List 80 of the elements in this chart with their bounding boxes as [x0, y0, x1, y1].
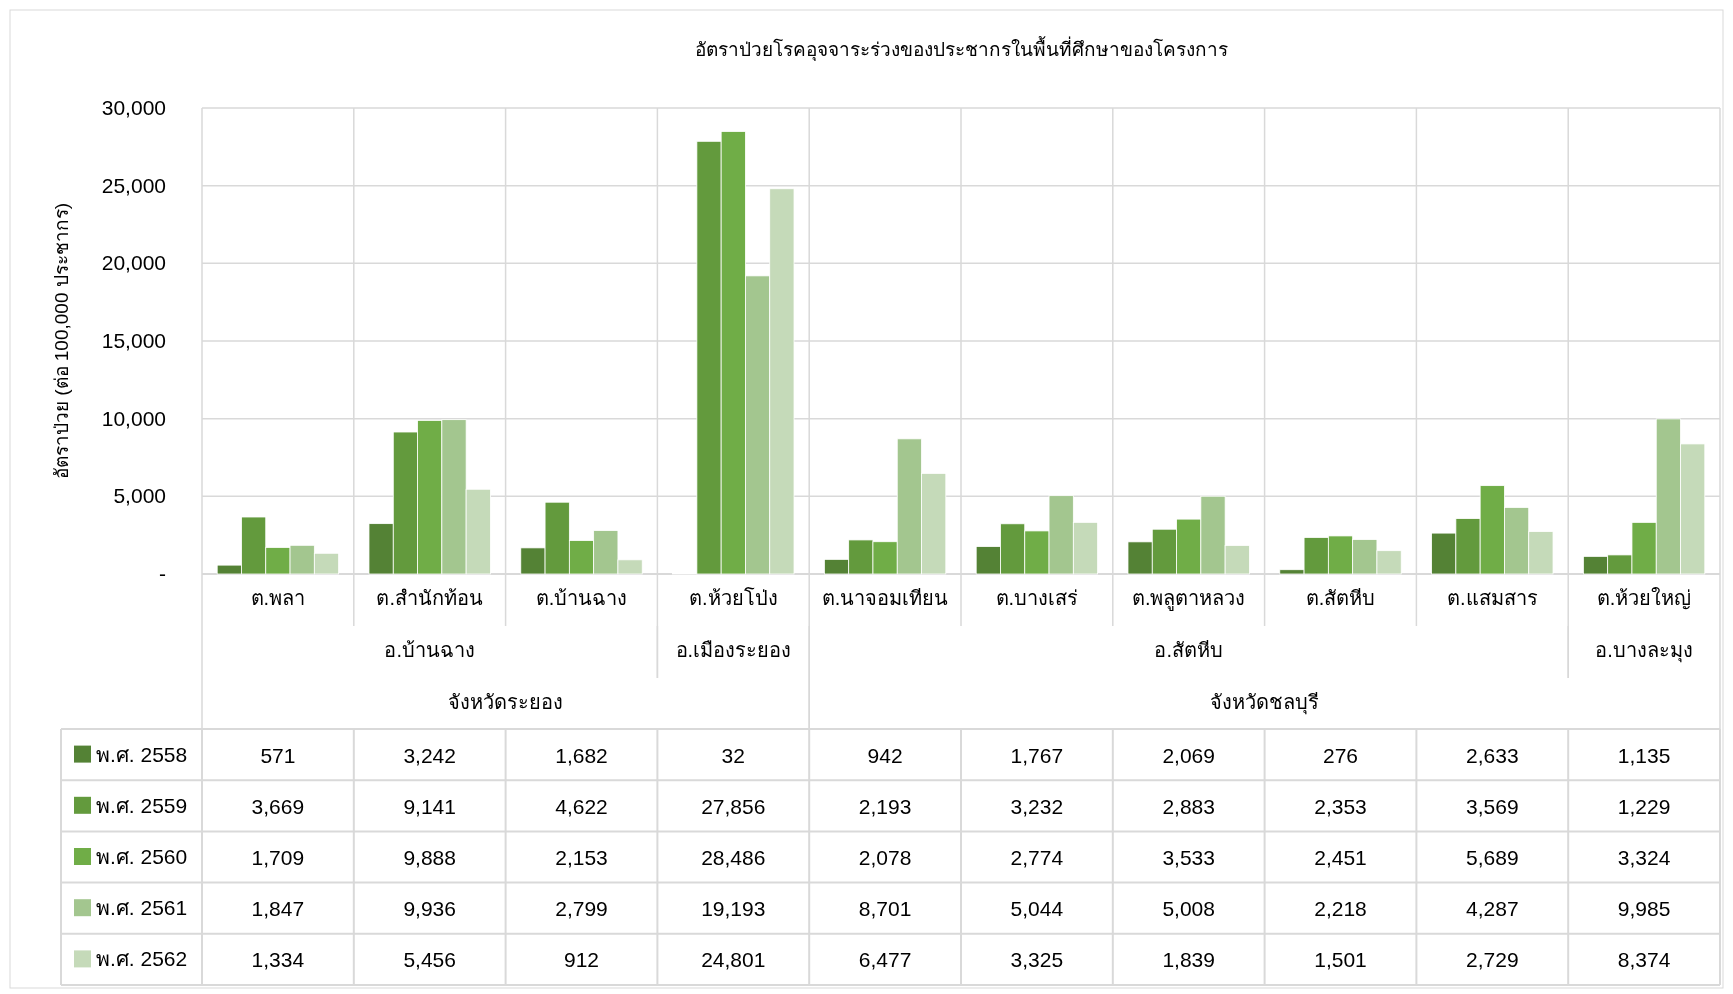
data-label: 1,847 — [251, 897, 305, 921]
chart-title: อัตราป่วยโรคอุจจาระร่วงของประชากรในพื้นที่ศึกษาของโครงการ — [694, 36, 1228, 62]
data-label: 24,801 — [701, 948, 766, 972]
x-tick-label: ต.ห้วยโป่ง — [689, 587, 778, 609]
text: อ.สัตหีบ — [1154, 639, 1223, 661]
data-label: 2,729 — [1466, 948, 1519, 972]
data-label: 3,533 — [1162, 846, 1215, 869]
text: อ.บ้านฉาง — [384, 639, 475, 661]
data-label: 2,078 — [858, 846, 912, 869]
data-label: 9,936 — [403, 897, 456, 921]
data-label: 942 — [867, 743, 903, 767]
data-label: 27,856 — [701, 794, 766, 818]
y-tick-label: 10,000 — [101, 406, 166, 430]
data-label: 6,477 — [858, 948, 912, 972]
data-label: 3,232 — [1010, 794, 1064, 818]
data-label: 5,689 — [1466, 846, 1519, 869]
data-label: 3,669 — [251, 794, 305, 818]
data-label: 28,486 — [701, 846, 766, 869]
data-label: 5,008 — [1162, 897, 1215, 921]
data-label: 1,135 — [1617, 743, 1671, 767]
x-tick-label: ต.ห้วยใหญ่ — [1596, 587, 1692, 610]
legend-label: พ.ศ. 2562 — [96, 947, 188, 971]
legend-label: พ.ศ. 2560 — [96, 845, 188, 868]
x-tick-label: ต.สัตหีบ — [1305, 587, 1376, 609]
data-label: 9,141 — [403, 794, 456, 818]
data-label: 2,153 — [555, 846, 608, 869]
data-label: 3,325 — [1010, 948, 1064, 972]
data-label: 4,287 — [1466, 897, 1519, 921]
data-label: 4,622 — [555, 794, 608, 818]
data-label: 2,218 — [1314, 897, 1367, 921]
data-label: 3,569 — [1466, 794, 1519, 818]
x-tick-label: ต.แสมสาร — [1447, 587, 1538, 609]
text: จังหวัดระยอง — [448, 691, 564, 713]
data-label: 9,985 — [1617, 897, 1671, 921]
y-tick-label: 20,000 — [101, 251, 166, 275]
y-axis-title: อัตราป่วย (ต่อ 100,000 ประชากร) — [51, 202, 72, 480]
data-label: 19,193 — [701, 897, 766, 921]
x-tick-label: ต.สำนักท้อน — [376, 587, 483, 609]
data-label: 2,774 — [1010, 846, 1064, 869]
text: อ.บางละมุง — [1595, 639, 1693, 663]
data-label: 1,682 — [555, 743, 608, 767]
x-tick-label: ต.บ้านฉาง — [535, 587, 628, 609]
x-tick-label: ต.นาจอมเทียน — [821, 587, 949, 609]
data-label: 9,888 — [403, 846, 456, 869]
data-label: 3,324 — [1617, 846, 1671, 869]
data-label: 1,767 — [1010, 743, 1064, 767]
y-tick-label: - — [159, 562, 166, 585]
legend-label: พ.ศ. 2559 — [96, 793, 188, 817]
data-label: 1,229 — [1617, 794, 1671, 818]
data-label: 2,633 — [1466, 743, 1519, 767]
text: อ.เมืองระยอง — [675, 639, 792, 661]
data-label: 1,709 — [251, 846, 305, 869]
data-label: 32 — [721, 743, 745, 767]
text: จังหวัดชลบุรี — [1210, 691, 1320, 715]
legend-label: พ.ศ. 2561 — [96, 896, 188, 920]
x-tick-label: ต.พลูตาหลวง — [1131, 587, 1246, 611]
data-label: 2,799 — [555, 897, 608, 921]
data-label: 571 — [260, 743, 296, 767]
data-label: 1,501 — [1314, 948, 1367, 972]
data-label: 2,069 — [1162, 743, 1215, 767]
data-label: 276 — [1322, 743, 1359, 767]
data-label: 2,353 — [1314, 794, 1367, 818]
data-label: 2,451 — [1314, 846, 1367, 869]
data-label: 2,883 — [1162, 794, 1215, 818]
y-tick-label: 30,000 — [101, 96, 166, 119]
data-label: 5,044 — [1010, 897, 1064, 921]
y-tick-label: 15,000 — [101, 329, 166, 352]
data-label: 1,839 — [1162, 948, 1215, 972]
data-label: 912 — [563, 948, 600, 972]
x-tick-label: ต.พลา — [250, 587, 306, 609]
data-label: 8,374 — [1617, 948, 1671, 972]
data-label: 1,334 — [251, 948, 305, 972]
data-label: 8,701 — [858, 897, 912, 921]
y-tick-label: 5,000 — [113, 484, 166, 508]
data-label: 3,242 — [403, 743, 456, 767]
x-tick-label: ต.บางเสร่ — [995, 587, 1079, 609]
data-label: 5,456 — [403, 948, 456, 972]
legend-label: พ.ศ. 2558 — [96, 742, 188, 766]
y-tick-label: 25,000 — [101, 173, 166, 197]
data-label: 2,193 — [858, 794, 912, 818]
